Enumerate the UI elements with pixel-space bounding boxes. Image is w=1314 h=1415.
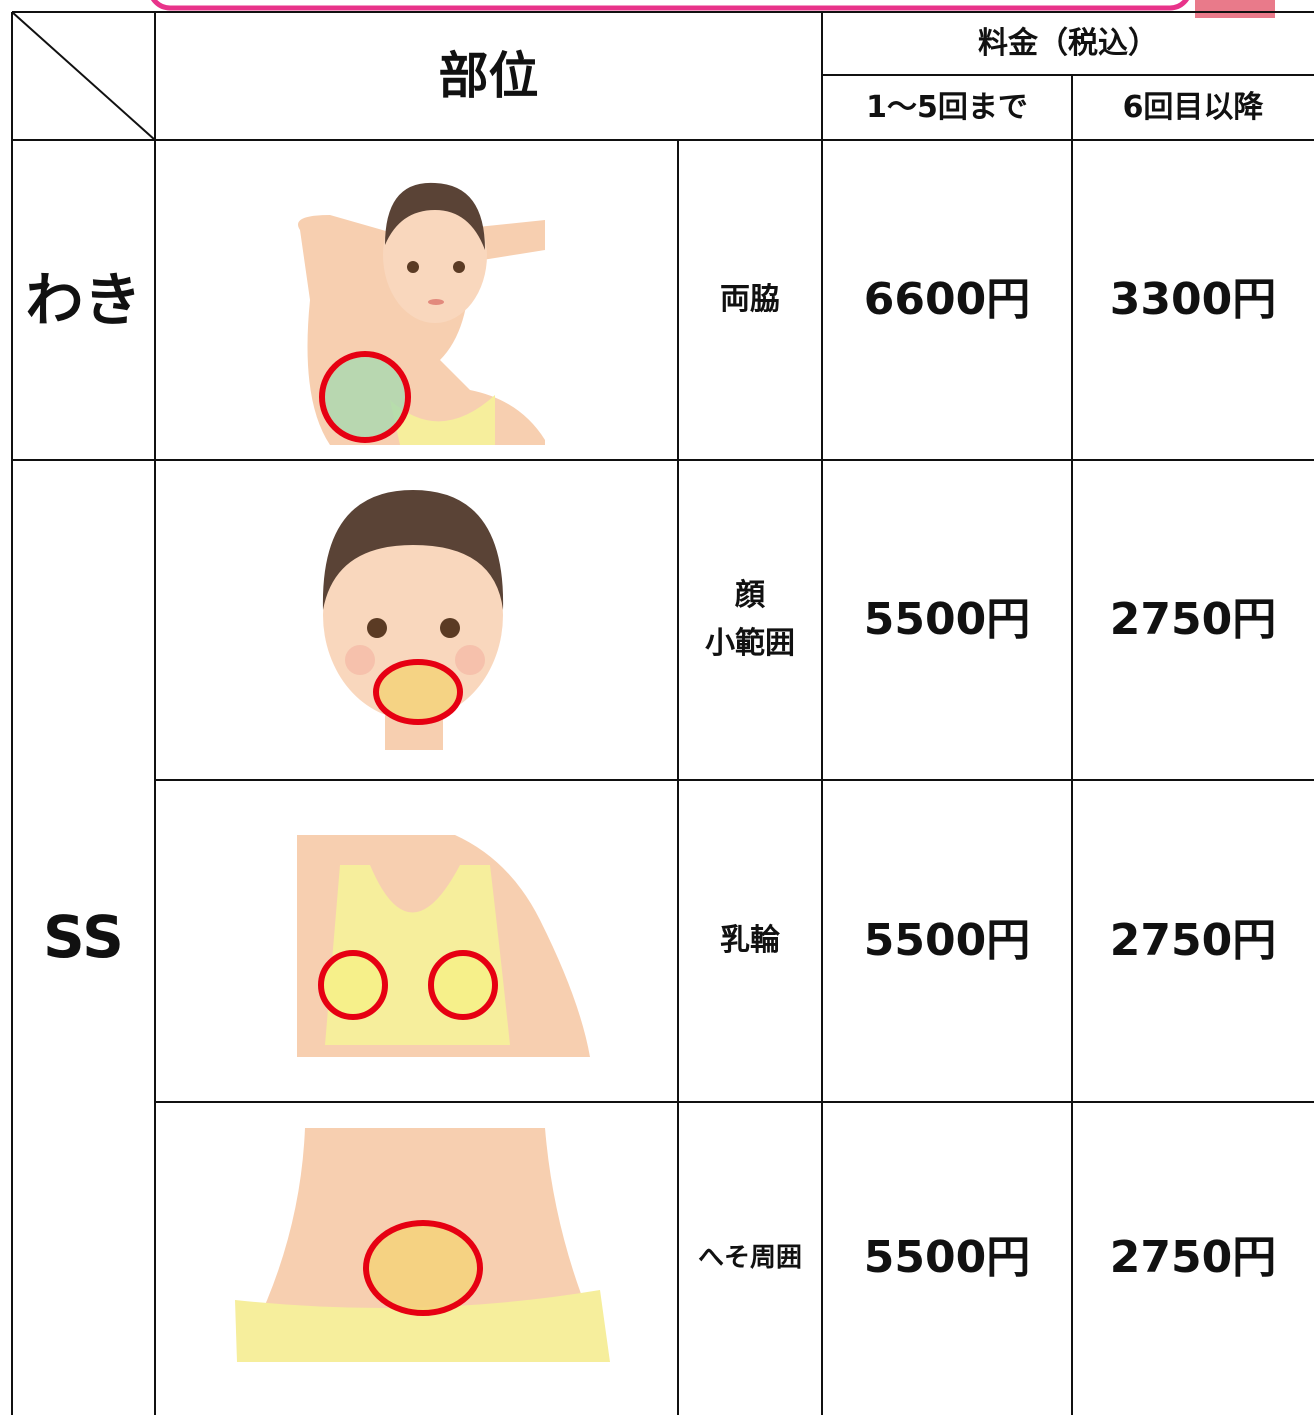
illustration-chest [297, 835, 590, 1057]
price: 6600円 [863, 273, 1031, 325]
price: 2750円 [1109, 914, 1277, 966]
part-name: へそ周囲 [697, 1242, 802, 1273]
price-header: 料金（税込） [978, 25, 1158, 61]
price-column-header: 6回目以降 [1122, 89, 1264, 125]
price: 5500円 [863, 593, 1031, 645]
price: 3300円 [1109, 273, 1277, 325]
price: 2750円 [1109, 593, 1277, 645]
grid-lines [11, 11, 1314, 1415]
price-column-header: 1〜5回まで [866, 89, 1028, 125]
price: 2750円 [1109, 1232, 1277, 1284]
part-name: 顔 小範囲 [705, 578, 795, 661]
price: 5500円 [863, 1232, 1031, 1284]
illustration-belly [235, 1128, 610, 1362]
part-name: 乳輪 [720, 923, 780, 958]
group-label: わき [25, 265, 142, 334]
part-header: 部位 [438, 47, 539, 105]
group-label: SS [43, 903, 124, 972]
price: 5500円 [863, 914, 1031, 966]
top-banner [151, 0, 1275, 18]
illustration-armpit [298, 182, 545, 445]
illustration-face [322, 490, 504, 750]
part-name: 両脇 [720, 282, 780, 317]
